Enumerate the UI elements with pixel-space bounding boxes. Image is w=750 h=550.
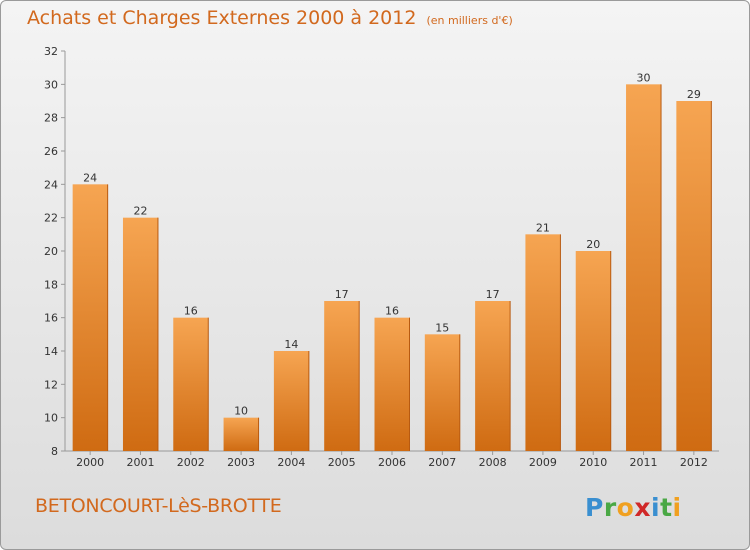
x-tick-label: 2006: [378, 456, 406, 469]
bar: [475, 301, 511, 451]
svg-text:Proxiti: Proxiti: [585, 493, 682, 522]
bar: [223, 417, 259, 451]
x-tick-label: 2002: [177, 456, 205, 469]
y-tick-label: 16: [44, 312, 58, 325]
bar: [122, 217, 158, 451]
y-tick-label: 30: [44, 78, 58, 91]
bar: [424, 334, 460, 451]
x-tick-label: 2007: [428, 456, 456, 469]
x-tick-label: 2011: [630, 456, 658, 469]
y-tick-label: 10: [44, 412, 58, 425]
y-tick-label: 12: [44, 378, 58, 391]
data-label: 29: [687, 88, 701, 101]
data-label: 30: [637, 71, 651, 84]
data-label: 21: [536, 221, 550, 234]
y-tick-label: 18: [44, 278, 58, 291]
x-tick-label: 2003: [227, 456, 255, 469]
data-label: 10: [234, 405, 248, 418]
y-tick-label: 24: [44, 178, 58, 191]
y-tick-label: 14: [44, 345, 58, 358]
data-label: 17: [486, 288, 500, 301]
x-tick-label: 2005: [328, 456, 356, 469]
data-label: 17: [335, 288, 349, 301]
bar: [525, 234, 561, 451]
proxiti-logo: Proxiti: [585, 493, 682, 522]
title-row: Achats et Charges Externes 2000 à 2012 (e…: [27, 7, 513, 29]
y-tick-label: 32: [44, 45, 58, 58]
x-tick-label: 2012: [680, 456, 708, 469]
chart-title: Achats et Charges Externes 2000 à 2012: [27, 7, 417, 29]
bar: [676, 101, 712, 451]
data-label: 22: [133, 205, 147, 218]
y-tick-label: 26: [44, 145, 58, 158]
place-name: BETONCOURT-LèS-BROTTE: [35, 495, 282, 517]
x-tick-label: 2001: [126, 456, 154, 469]
y-tick-label: 20: [44, 245, 58, 258]
data-label: 24: [83, 171, 97, 184]
data-label: 16: [385, 305, 399, 318]
bar: [72, 184, 108, 452]
chart-subtitle: (en milliers d'€): [426, 14, 513, 27]
data-label: 20: [586, 238, 600, 251]
bar: [324, 301, 360, 451]
bar: [374, 317, 410, 451]
x-tick-label: 2008: [479, 456, 507, 469]
bar: [626, 84, 662, 451]
bar: [173, 317, 209, 451]
y-tick-label: 28: [44, 112, 58, 125]
data-label: 15: [435, 321, 449, 334]
y-tick-label: 22: [44, 212, 58, 225]
bar: [273, 351, 309, 451]
y-tick-label: 8: [51, 445, 58, 458]
x-tick-label: 2004: [277, 456, 305, 469]
x-tick-label: 2009: [529, 456, 557, 469]
x-tick-label: 2000: [76, 456, 104, 469]
bar: [575, 251, 611, 451]
x-tick-label: 2010: [579, 456, 607, 469]
data-label: 14: [284, 338, 298, 351]
data-label: 16: [184, 305, 198, 318]
